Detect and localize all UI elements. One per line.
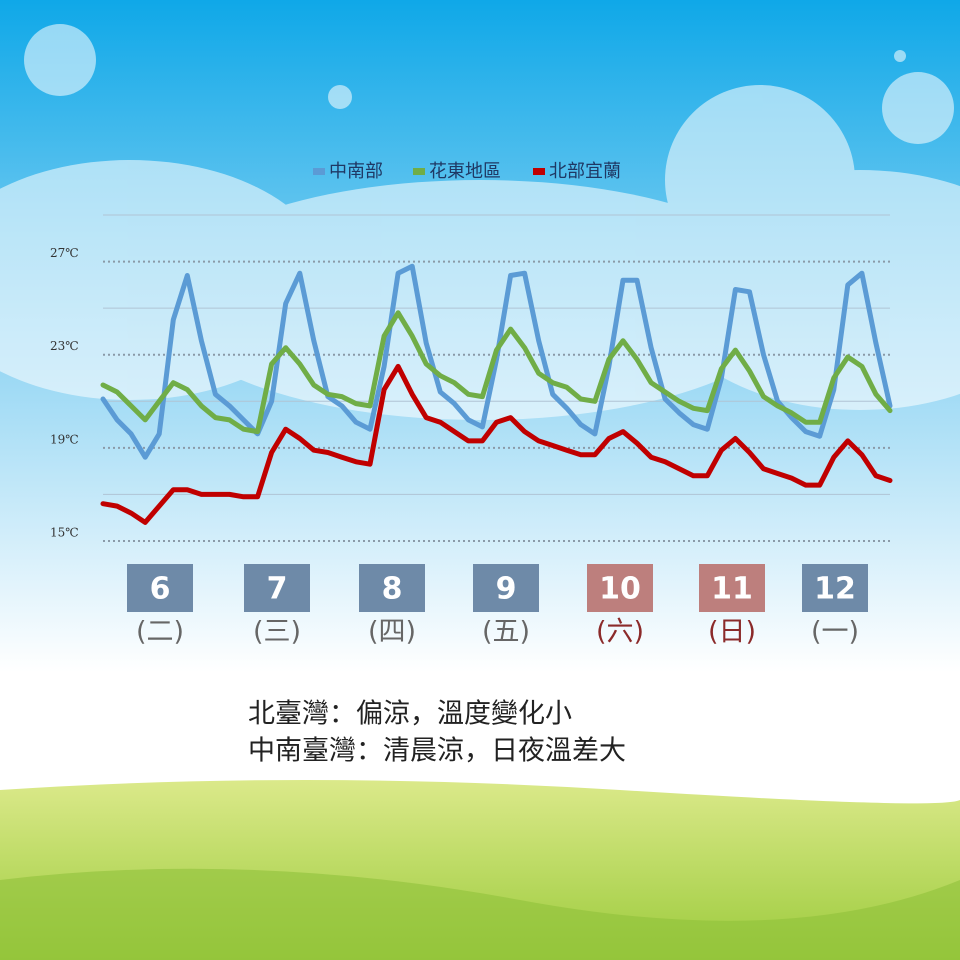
y-tick-label: 23℃ — [50, 339, 79, 353]
day-weekday: (一) — [811, 617, 859, 648]
y-tick-label: 27℃ — [50, 246, 79, 260]
y-tick-label: 15℃ — [50, 526, 79, 540]
day-date: 9 — [496, 572, 517, 607]
series-line — [100, 263, 893, 460]
grass-front — [0, 868, 960, 960]
day-date: 12 — [814, 572, 856, 607]
day-weekday: (二) — [136, 617, 184, 648]
series-line — [100, 310, 893, 435]
legend-label: 北部宜蘭 — [549, 161, 621, 182]
day-date: 6 — [150, 572, 171, 607]
y-tick-label: 19℃ — [50, 432, 79, 446]
day-box — [244, 564, 310, 612]
series-line — [100, 363, 893, 525]
caption-line: 中南臺灣：清晨涼，日夜溫差大 — [248, 736, 626, 767]
legend-swatch — [413, 168, 425, 175]
day-box — [359, 564, 425, 612]
caption-line: 北臺灣：偏涼，溫度變化小 — [248, 699, 572, 730]
day-box — [587, 564, 653, 612]
day-box — [127, 564, 193, 612]
day-weekday: (日) — [708, 617, 756, 648]
legend-swatch — [533, 168, 545, 175]
legend-swatch — [313, 168, 325, 175]
legend-label: 花東地區 — [429, 161, 501, 182]
legend-label: 中南部 — [329, 161, 383, 182]
day-weekday: (六) — [596, 617, 644, 648]
day-date: 8 — [382, 572, 403, 607]
day-weekday: (五) — [482, 617, 530, 648]
day-date: 10 — [599, 572, 641, 607]
day-weekday: (四) — [368, 617, 416, 648]
day-date: 11 — [711, 572, 753, 607]
day-box — [699, 564, 765, 612]
day-box — [802, 564, 868, 612]
day-date: 7 — [267, 572, 288, 607]
day-box — [473, 564, 539, 612]
day-weekday: (三) — [253, 617, 301, 648]
